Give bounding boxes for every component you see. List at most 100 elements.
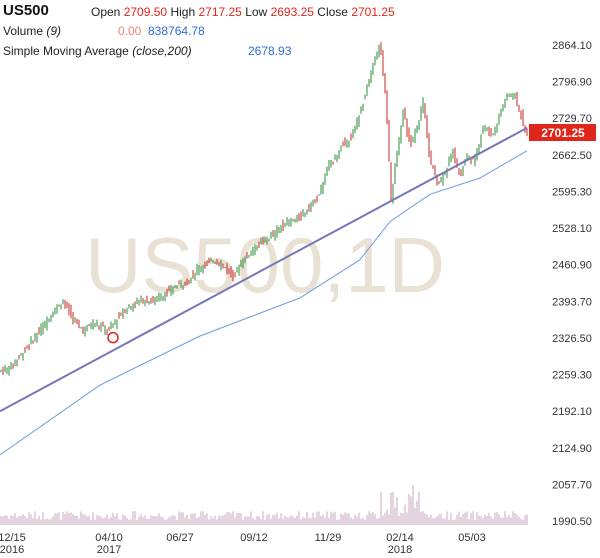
volume-bar <box>490 516 492 525</box>
x-tick-year: 2017 <box>97 544 121 556</box>
volume-bar <box>460 516 462 525</box>
volume-bar <box>518 516 520 525</box>
open-value: 2709.50 <box>123 5 168 19</box>
y-axis: 2864.10 2796.90 2729.70 2662.50 2595.30 2528.… <box>552 40 592 528</box>
volume-bar <box>114 516 116 525</box>
volume-bar <box>60 519 62 525</box>
volume-bar <box>260 519 262 525</box>
volume-bar <box>236 512 238 525</box>
volume-bar <box>124 515 126 525</box>
volume-bar <box>138 516 140 525</box>
volume-bar <box>154 516 156 525</box>
volume-bar <box>328 517 330 525</box>
volume-bar <box>144 515 146 525</box>
volume-bar <box>362 517 364 525</box>
volume-bar <box>324 517 326 525</box>
volume-bar <box>400 512 402 525</box>
volume-bar <box>216 519 218 525</box>
volume-bar <box>24 516 26 525</box>
volume-bar <box>474 519 476 525</box>
volume-bar <box>278 518 280 525</box>
y-tick-label: 2259.30 <box>552 370 592 382</box>
volume-bar <box>498 514 500 525</box>
volume-bar <box>26 517 28 525</box>
volume-bar <box>240 513 242 525</box>
volume-bar <box>282 518 284 525</box>
volume-bar <box>4 515 6 525</box>
volume-bar <box>30 514 32 525</box>
volume-bar <box>96 515 98 525</box>
volume-bar <box>212 517 214 525</box>
volume-bar <box>466 511 468 525</box>
x-tick-label: 02/14 <box>386 532 414 544</box>
volume-bar <box>354 514 356 525</box>
volume-bar <box>80 511 82 525</box>
volume-bar <box>118 519 120 525</box>
x-tick-label: 11/29 <box>315 532 342 544</box>
volume-bar <box>192 513 194 525</box>
volume-bar <box>10 515 12 525</box>
volume-bar <box>500 517 502 525</box>
volume-bar <box>220 516 222 525</box>
x-tick-label: 04/10 <box>95 532 123 544</box>
volume-bar <box>320 515 322 525</box>
close-label: Close <box>317 5 348 19</box>
volume-bar <box>108 518 110 525</box>
volume-bar <box>504 511 506 525</box>
volume-bar <box>496 511 498 525</box>
volume-bar <box>398 516 400 525</box>
volume-bar <box>376 518 378 525</box>
volume-bar <box>292 516 294 525</box>
volume-bar <box>396 496 398 525</box>
volume-bar <box>478 515 480 525</box>
volume-bar <box>374 514 376 525</box>
x-tick-label: 06/27 <box>166 532 194 544</box>
volume-bar <box>406 512 408 525</box>
volume-bar <box>198 516 200 525</box>
volume-bar <box>348 513 350 525</box>
volume-bar <box>298 511 300 525</box>
trendline-anchor-marker[interactable] <box>107 331 119 344</box>
volume-bar <box>248 516 250 525</box>
volume-bar <box>20 515 22 525</box>
sma-line <box>0 150 528 456</box>
volume-bar <box>106 514 108 525</box>
volume-bar <box>402 513 404 525</box>
volume-bar <box>8 518 10 525</box>
y-tick-label: 2393.70 <box>552 296 592 308</box>
volume-bar <box>262 511 264 525</box>
volume-bar <box>440 513 442 525</box>
volume-bar <box>42 512 44 525</box>
volume-bar <box>274 515 276 525</box>
sma-readout[interactable]: Simple Moving Average (close,200) <box>3 44 192 58</box>
volume-param: (9) <box>46 24 62 38</box>
volume-bar <box>22 514 24 525</box>
volume-bar <box>264 519 266 525</box>
volume-bar <box>382 515 384 525</box>
volume-bar <box>208 519 210 525</box>
volume-bar <box>230 513 232 525</box>
volume-bar <box>464 512 466 525</box>
y-tick-label: 2864.10 <box>552 40 592 52</box>
volume-bar <box>110 516 112 525</box>
volume-bar <box>412 485 414 525</box>
trendline[interactable] <box>0 126 528 413</box>
volume-bar <box>18 516 20 525</box>
y-tick-label: 2192.10 <box>552 406 592 418</box>
volume-bar <box>238 512 240 525</box>
volume-bar <box>472 511 474 525</box>
volume-bar <box>392 491 394 525</box>
volume-bar <box>488 512 490 525</box>
volume-bar <box>480 516 482 525</box>
volume-bar <box>52 516 54 525</box>
volume-bar <box>146 518 148 525</box>
volume-readout[interactable]: Volume (9) <box>3 24 61 38</box>
volume-bar <box>318 511 320 525</box>
volume-bar <box>152 515 154 525</box>
volume-bar <box>422 511 424 525</box>
volume-bar <box>234 517 236 525</box>
volume-bar <box>366 514 368 525</box>
volume-bar <box>394 507 396 525</box>
volume-bar <box>288 517 290 525</box>
